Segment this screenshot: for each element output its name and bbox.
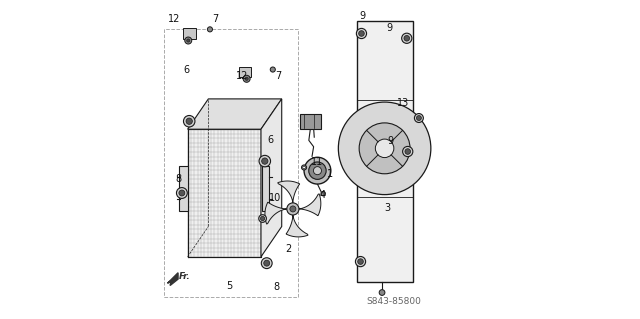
Circle shape xyxy=(304,157,331,184)
Text: 6: 6 xyxy=(268,135,274,145)
Circle shape xyxy=(415,114,423,122)
Text: 13: 13 xyxy=(397,98,410,108)
Circle shape xyxy=(314,167,321,175)
Circle shape xyxy=(417,115,421,121)
Text: 7: 7 xyxy=(275,71,282,81)
Circle shape xyxy=(260,216,265,221)
Circle shape xyxy=(375,139,394,158)
Polygon shape xyxy=(188,99,282,129)
Circle shape xyxy=(359,123,410,174)
Circle shape xyxy=(185,37,192,44)
Text: 2: 2 xyxy=(285,244,291,255)
Circle shape xyxy=(403,146,413,157)
Text: S843-85800: S843-85800 xyxy=(366,297,421,306)
FancyBboxPatch shape xyxy=(300,114,321,129)
Polygon shape xyxy=(278,181,300,203)
Circle shape xyxy=(243,75,250,82)
Polygon shape xyxy=(265,202,287,224)
Circle shape xyxy=(264,260,269,266)
Text: Fr.: Fr. xyxy=(179,272,191,281)
Circle shape xyxy=(177,188,188,198)
Circle shape xyxy=(184,115,195,127)
Circle shape xyxy=(287,203,299,215)
Circle shape xyxy=(404,35,410,41)
Polygon shape xyxy=(286,215,308,237)
FancyBboxPatch shape xyxy=(184,28,196,39)
Circle shape xyxy=(339,102,431,195)
Polygon shape xyxy=(188,129,261,257)
Text: 9: 9 xyxy=(387,136,393,146)
Circle shape xyxy=(186,118,193,124)
Text: 5: 5 xyxy=(226,281,232,292)
Text: 7: 7 xyxy=(212,13,218,24)
Circle shape xyxy=(262,158,268,164)
Text: 12: 12 xyxy=(168,13,180,24)
Circle shape xyxy=(261,258,272,269)
FancyBboxPatch shape xyxy=(239,67,252,77)
Polygon shape xyxy=(356,21,413,282)
Text: 9: 9 xyxy=(387,23,392,33)
Circle shape xyxy=(259,215,266,222)
Text: 3: 3 xyxy=(385,203,390,213)
Polygon shape xyxy=(299,194,321,216)
Circle shape xyxy=(245,77,248,80)
FancyBboxPatch shape xyxy=(262,166,269,211)
Circle shape xyxy=(270,67,275,72)
Polygon shape xyxy=(261,99,282,257)
Text: 12: 12 xyxy=(236,71,248,81)
FancyBboxPatch shape xyxy=(179,166,188,211)
Text: 10: 10 xyxy=(269,193,281,204)
Circle shape xyxy=(321,191,325,196)
Circle shape xyxy=(358,31,364,36)
Circle shape xyxy=(356,28,367,39)
Polygon shape xyxy=(168,273,178,286)
Circle shape xyxy=(405,149,410,154)
Circle shape xyxy=(402,33,412,43)
Circle shape xyxy=(290,206,296,212)
Text: 8: 8 xyxy=(273,282,279,292)
Circle shape xyxy=(303,166,305,169)
Text: 4: 4 xyxy=(319,190,326,200)
Text: 6: 6 xyxy=(184,64,189,75)
Circle shape xyxy=(379,290,385,295)
Circle shape xyxy=(259,155,271,167)
Circle shape xyxy=(301,165,307,170)
Text: 11: 11 xyxy=(310,157,323,167)
Circle shape xyxy=(179,190,185,196)
Text: 1: 1 xyxy=(326,168,333,179)
Text: 8: 8 xyxy=(175,174,181,184)
Circle shape xyxy=(308,162,326,179)
Circle shape xyxy=(207,27,212,32)
Circle shape xyxy=(187,39,190,42)
Circle shape xyxy=(358,259,364,264)
Text: 9: 9 xyxy=(359,11,365,21)
Circle shape xyxy=(355,256,365,267)
